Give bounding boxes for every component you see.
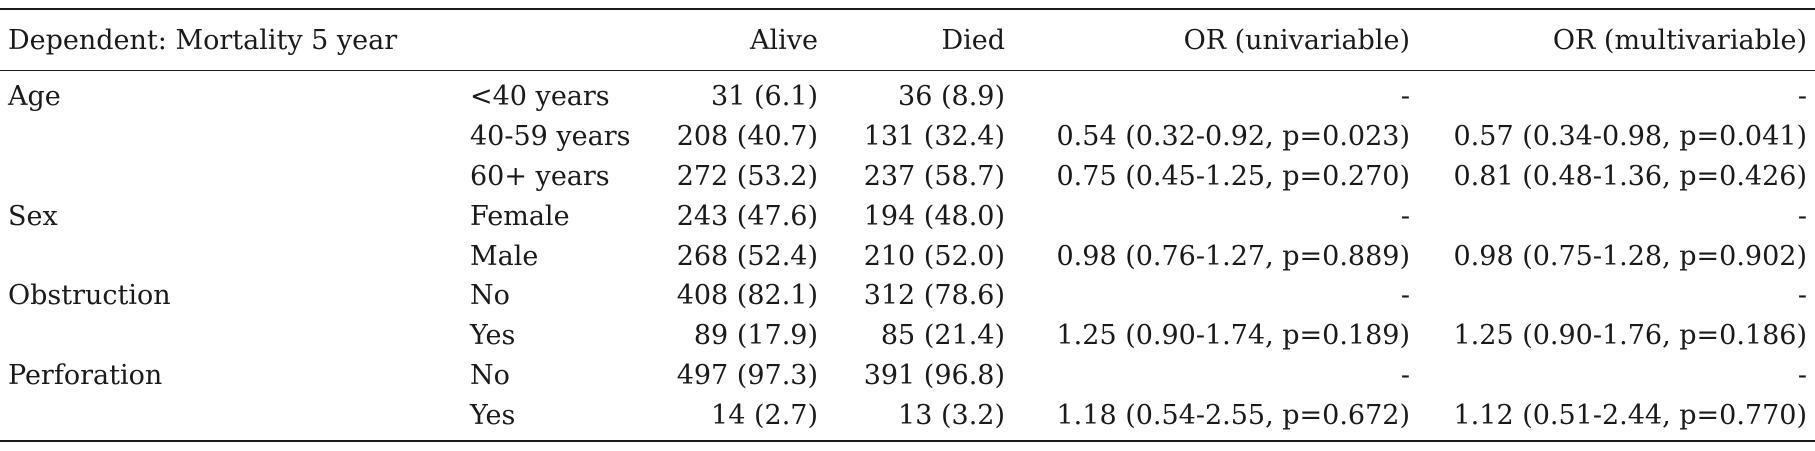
cell-or-univariable: 0.98 (0.76-1.27, p=0.889) — [1056, 240, 1411, 272]
cell-variable — [0, 316, 462, 356]
cell-level: 60+ years — [470, 160, 610, 192]
cell-variable: Obstruction — [8, 280, 171, 312]
cell-variable — [0, 117, 462, 157]
cell-died: 237 (58.7) — [863, 160, 1005, 192]
table-row: Age <40 years 31 (6.1) 36 (8.9) - - — [0, 71, 1815, 117]
table-header: Dependent: Mortality 5 year Alive Died O… — [0, 9, 1815, 71]
cell-level: Male — [470, 240, 539, 272]
cell-died: 85 (21.4) — [880, 320, 1005, 352]
header-dependent: Dependent: Mortality 5 year — [8, 24, 398, 56]
cell-variable: Age — [8, 81, 61, 113]
cell-alive: 31 (6.1) — [711, 81, 818, 113]
cell-variable — [0, 395, 462, 441]
cell-alive: 272 (53.2) — [676, 160, 818, 192]
table-row: Sex Female 243 (47.6) 194 (48.0) - - — [0, 196, 1815, 236]
header-or-univariable: OR (univariable) — [1183, 24, 1410, 56]
cell-alive: 14 (2.7) — [711, 399, 818, 431]
table-row: 40-59 years 208 (40.7) 131 (32.4) 0.54 (… — [0, 117, 1815, 157]
cell-died: 391 (96.8) — [863, 359, 1005, 391]
cell-or-univariable: - — [1400, 359, 1410, 391]
cell-or-multivariable: 1.12 (0.51-2.44, p=0.770) — [1453, 399, 1808, 431]
header-alive: Alive — [749, 24, 818, 56]
cell-level: Female — [470, 200, 570, 232]
table-row: Perforation No 497 (97.3) 391 (96.8) - - — [0, 356, 1815, 396]
cell-level: 40-59 years — [470, 121, 631, 153]
cell-died: 131 (32.4) — [863, 121, 1005, 153]
table-row: Obstruction No 408 (82.1) 312 (78.6) - - — [0, 276, 1815, 316]
cell-level: <40 years — [470, 81, 610, 113]
cell-died: 312 (78.6) — [863, 280, 1005, 312]
cell-level: Yes — [470, 320, 516, 352]
table-row: 60+ years 272 (53.2) 237 (58.7) 0.75 (0.… — [0, 157, 1815, 197]
cell-died: 13 (3.2) — [898, 399, 1005, 431]
cell-or-multivariable: 0.57 (0.34-0.98, p=0.041) — [1453, 121, 1808, 153]
cell-alive: 268 (52.4) — [676, 240, 818, 272]
cell-or-multivariable: - — [1797, 200, 1807, 232]
cell-or-multivariable: 0.98 (0.75-1.28, p=0.902) — [1453, 240, 1808, 272]
cell-level: No — [470, 280, 510, 312]
cell-or-univariable: 0.54 (0.32-0.92, p=0.023) — [1056, 121, 1411, 153]
cell-died: 194 (48.0) — [863, 200, 1005, 232]
cell-alive: 497 (97.3) — [676, 359, 818, 391]
header-level — [462, 9, 667, 71]
cell-variable — [0, 236, 462, 276]
cell-or-multivariable: - — [1797, 81, 1807, 113]
table-row: Yes 89 (17.9) 85 (21.4) 1.25 (0.90-1.74,… — [0, 316, 1815, 356]
cell-or-multivariable: - — [1797, 280, 1807, 312]
cell-variable: Perforation — [8, 359, 163, 391]
table-body: Age <40 years 31 (6.1) 36 (8.9) - - 40-5… — [0, 71, 1815, 442]
cell-alive: 89 (17.9) — [693, 320, 818, 352]
table-row: Male 268 (52.4) 210 (52.0) 0.98 (0.76-1.… — [0, 236, 1815, 276]
cell-died: 210 (52.0) — [863, 240, 1005, 272]
header-or-multivariable: OR (multivariable) — [1552, 24, 1807, 56]
cell-or-univariable: 0.75 (0.45-1.25, p=0.270) — [1056, 160, 1411, 192]
cell-level: No — [470, 359, 510, 391]
cell-alive: 243 (47.6) — [676, 200, 818, 232]
cell-alive: 208 (40.7) — [676, 121, 818, 153]
regression-table: Dependent: Mortality 5 year Alive Died O… — [0, 8, 1815, 442]
cell-level: Yes — [470, 399, 516, 431]
cell-variable: Sex — [8, 200, 58, 232]
cell-variable — [0, 157, 462, 197]
cell-died: 36 (8.9) — [898, 81, 1005, 113]
cell-or-univariable: - — [1400, 81, 1410, 113]
cell-or-univariable: 1.25 (0.90-1.74, p=0.189) — [1056, 320, 1411, 352]
cell-or-multivariable: 1.25 (0.90-1.76, p=0.186) — [1453, 320, 1808, 352]
cell-or-univariable: - — [1400, 280, 1410, 312]
cell-alive: 408 (82.1) — [676, 280, 818, 312]
cell-or-multivariable: - — [1797, 359, 1807, 391]
header-row: Dependent: Mortality 5 year Alive Died O… — [0, 9, 1815, 71]
table-row: Yes 14 (2.7) 13 (3.2) 1.18 (0.54-2.55, p… — [0, 395, 1815, 442]
header-died: Died — [941, 24, 1005, 56]
cell-or-multivariable: 0.81 (0.48-1.36, p=0.426) — [1453, 160, 1808, 192]
cell-or-univariable: - — [1400, 200, 1410, 232]
regression-table-container: Dependent: Mortality 5 year Alive Died O… — [0, 8, 1815, 442]
cell-or-univariable: 1.18 (0.54-2.55, p=0.672) — [1056, 399, 1411, 431]
